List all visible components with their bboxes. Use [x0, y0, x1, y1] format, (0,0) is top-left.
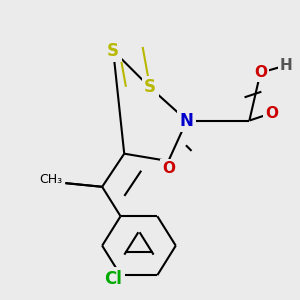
Text: CH₃: CH₃ [39, 173, 62, 186]
Text: S: S [107, 42, 119, 60]
Text: O: O [254, 65, 267, 80]
Text: O: O [162, 161, 175, 176]
Text: H: H [280, 58, 292, 73]
Text: O: O [265, 106, 278, 121]
Text: H: H [280, 58, 292, 73]
Text: Cl: Cl [104, 270, 122, 288]
Text: N: N [180, 112, 194, 130]
Text: S: S [144, 78, 156, 96]
